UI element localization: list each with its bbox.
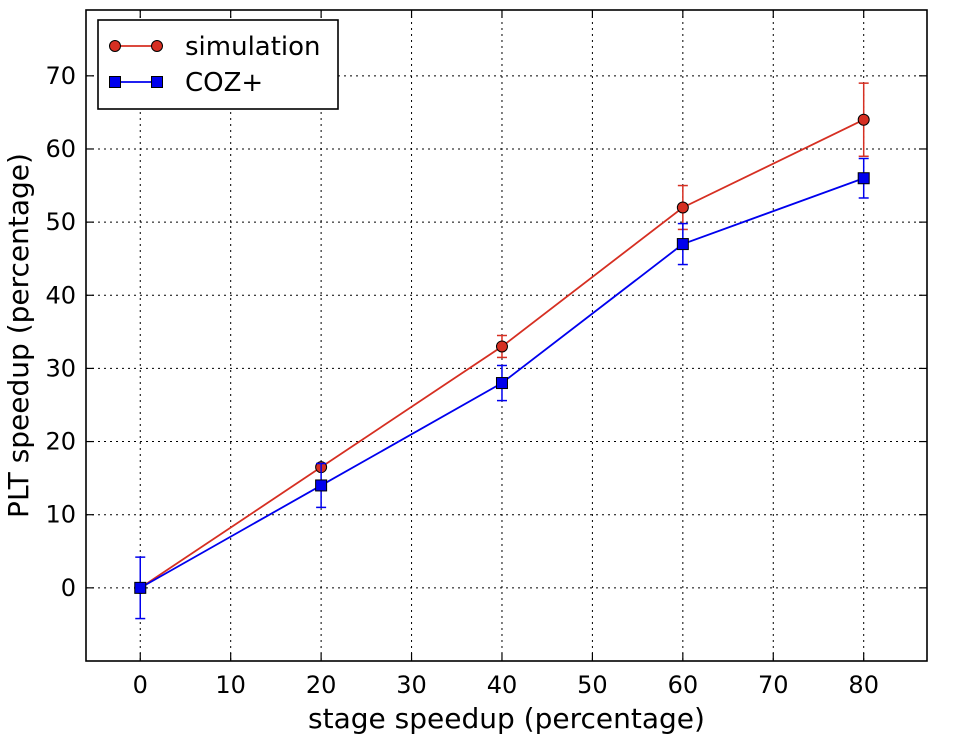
x-tick-label: 50 [577,671,608,699]
data-point [676,201,689,214]
x-tick-label: 20 [306,671,337,699]
x-tick-label: 40 [487,671,518,699]
x-tick-label: 70 [758,671,789,699]
y-tick-label: 20 [45,428,76,456]
y-tick-label: 70 [45,62,76,90]
legend-marker [151,76,163,88]
legend-box [97,19,339,110]
y-tick-label: 0 [61,574,76,602]
plot-frame [85,9,928,662]
x-tick-label: 30 [396,671,427,699]
legend-label: COZ+ [185,68,263,98]
legend-marker [151,40,163,52]
x-tick-label: 60 [668,671,699,699]
data-point [134,581,147,594]
data-point [495,340,508,353]
y-axis-label: PLT speedup (percentage) [2,153,35,518]
y-tick-label: 40 [45,281,76,309]
legend-marker [109,76,121,88]
x-tick-label: 10 [215,671,246,699]
x-tick-label: 80 [848,671,879,699]
series-coz [134,157,870,620]
data-point [857,113,870,126]
y-tick-label: 50 [45,208,76,236]
legend: simulation COZ+ [97,19,339,110]
legend-label: simulation [185,32,321,62]
axis-ticks: 0 10 20 30 40 50 60 70 80 0 10 20 30 40 50 60 70 [45,10,927,699]
x-tick-label: 0 [133,671,148,699]
data-point [857,172,870,185]
data-point [495,377,508,390]
data-point [676,238,689,251]
series-simulation [134,82,870,594]
y-tick-label: 30 [45,354,76,382]
legend-marker [109,40,121,52]
series-layer [134,82,870,620]
y-tick-label: 60 [45,135,76,163]
y-tick-label: 10 [45,501,76,529]
x-axis-label: stage speedup (percentage) [308,702,705,735]
data-point [315,479,328,492]
